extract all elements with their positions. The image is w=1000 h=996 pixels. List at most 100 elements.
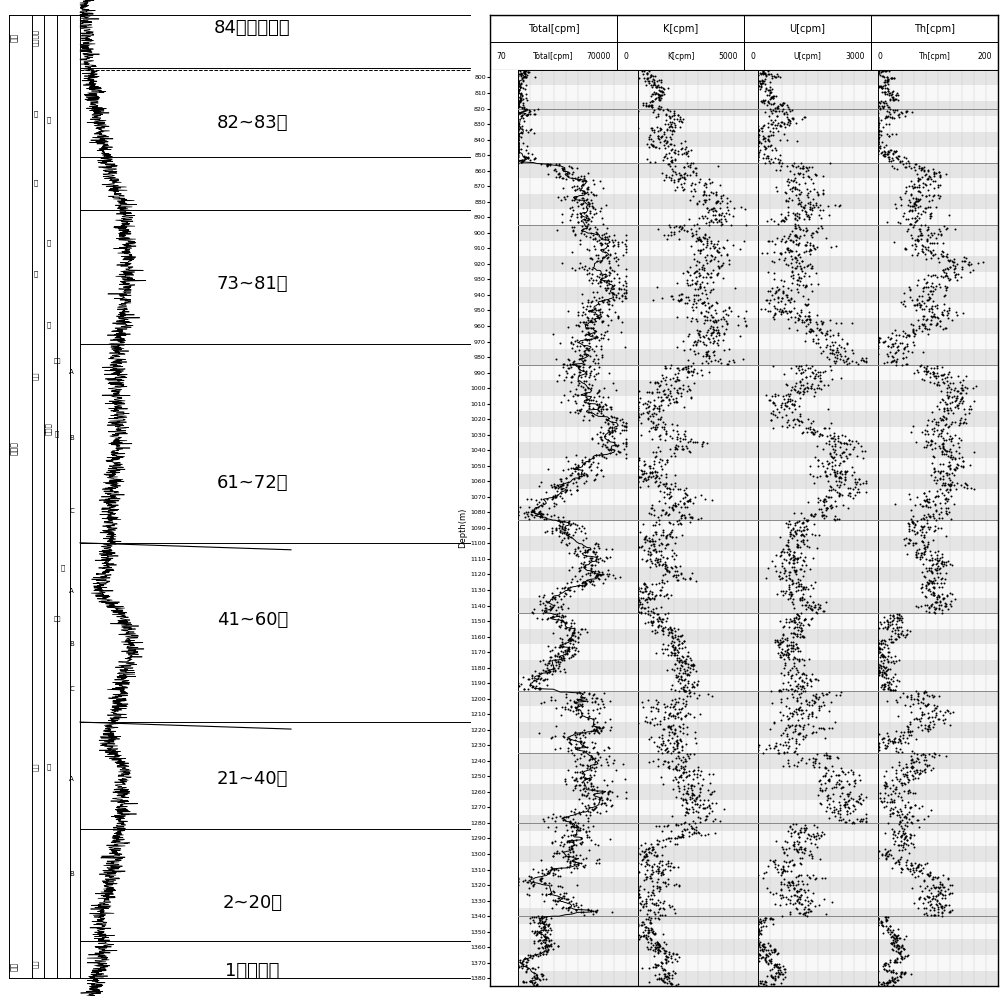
Point [958,415,974,431]
Point [510,131,526,147]
Point [657,962,673,978]
Point [788,841,804,857]
Point [820,198,836,214]
Point [878,63,894,79]
Point [586,577,602,593]
Point [767,970,783,986]
Point [790,680,806,696]
Point [795,719,811,735]
Point [676,158,692,174]
Point [906,217,922,233]
Point [555,516,571,532]
Point [915,534,931,550]
Bar [518,675,638,691]
Point [926,579,942,595]
Point [900,837,916,853]
Point [664,167,680,183]
Point [901,523,917,539]
Point [807,369,823,384]
Point [521,104,537,120]
Point [878,137,894,153]
Point [877,825,893,841]
Point [890,788,906,804]
Point [667,478,683,494]
Point [818,686,834,702]
Point [573,692,589,708]
Point [879,69,895,85]
Point [585,454,601,470]
Point [839,803,855,819]
Point [803,673,819,689]
Point [796,522,812,538]
Point [919,321,935,337]
Point [943,449,959,465]
Point [677,814,693,830]
Bar [878,892,998,908]
Point [536,932,552,948]
Point [556,525,572,541]
Point [779,376,795,392]
Point [772,646,788,662]
Point [679,383,695,399]
Point [665,963,681,979]
Point [780,649,796,665]
Point [844,432,860,448]
Point [870,643,886,659]
Point [750,925,766,941]
Point [847,772,863,788]
Point [870,141,886,157]
Point [600,785,616,801]
Point [657,951,673,967]
Point [560,642,576,658]
Point [644,120,660,135]
Bar [758,722,878,738]
Point [648,849,664,865]
Point [556,161,572,177]
Point [790,676,806,692]
Point [776,872,792,887]
Point [885,802,901,818]
Point [570,307,586,323]
Point [883,330,899,346]
Point [785,689,801,705]
Point [670,778,686,794]
Point [809,423,825,439]
Point [523,869,539,884]
Point [840,788,856,804]
Point [576,684,592,700]
Point [652,878,668,894]
Point [686,821,702,837]
Point [920,219,936,235]
Point [652,87,668,103]
Point [773,115,789,130]
Point [944,557,960,573]
Point [810,602,826,618]
Point [888,954,904,970]
Point [896,341,912,357]
Point [654,558,670,574]
Point [791,841,807,857]
Point [929,552,945,568]
Point [794,850,810,866]
Point [789,691,805,707]
Point [785,555,801,571]
Point [550,892,566,908]
Point [919,170,935,186]
Point [681,666,697,682]
Point [650,871,666,886]
Point [926,600,942,616]
Point [674,671,690,687]
Point [520,149,536,165]
Point [578,346,594,362]
Point [818,468,834,484]
Point [757,141,773,157]
Point [818,594,834,610]
Point [566,354,582,370]
Point [524,502,540,518]
Point [677,683,693,699]
Point [816,497,832,513]
Bar [758,583,878,598]
Point [691,229,707,245]
Point [674,219,690,235]
Point [658,107,674,123]
